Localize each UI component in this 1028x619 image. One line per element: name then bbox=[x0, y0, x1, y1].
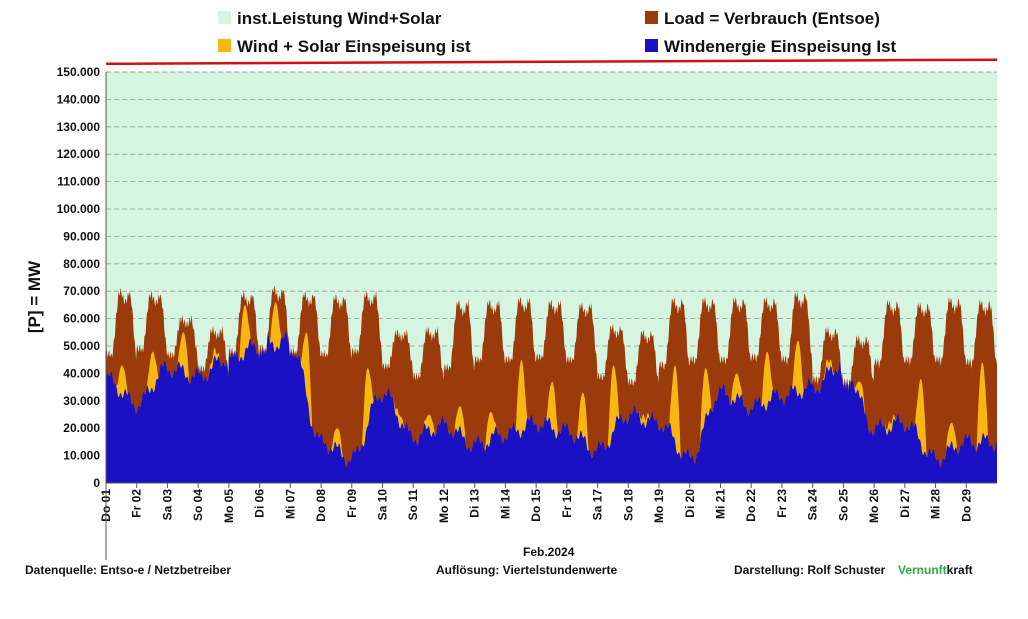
x-axis-title: Feb.2024 bbox=[523, 545, 575, 559]
y-axis-ticks: 0 10.000 20.000 30.000 40.000 50.000 60.000 70.… bbox=[57, 65, 101, 490]
footer-source: Datenquelle: Entso-e / Netzbetreiber bbox=[25, 563, 232, 577]
y-tick-label: 60.000 bbox=[63, 312, 100, 326]
footer-brand-black: kraft bbox=[946, 563, 973, 577]
x-tick-label: Di 20 bbox=[683, 489, 697, 518]
legend: inst.Leistung Wind+Solar Load = Verbrauc… bbox=[218, 9, 897, 56]
x-tick-label: Di 13 bbox=[468, 489, 482, 518]
legend-swatch-wind-solar bbox=[218, 39, 231, 52]
x-tick-label: Sa 24 bbox=[806, 489, 820, 521]
footer-credit: Darstellung: Rolf Schuster bbox=[734, 563, 886, 577]
footer-resolution: Auflösung: Viertelstundenwerte bbox=[436, 563, 618, 577]
legend-label-load: Load = Verbrauch (Entsoe) bbox=[664, 9, 880, 28]
x-tick-label: Mi 07 bbox=[283, 489, 297, 519]
series-installed-line bbox=[105, 58, 998, 66]
x-tick-label: Fr 23 bbox=[775, 489, 789, 518]
x-tick-label: Fr 09 bbox=[345, 489, 359, 518]
legend-label-wind-solar: Wind + Solar Einspeisung ist bbox=[237, 37, 471, 56]
legend-label-installed: inst.Leistung Wind+Solar bbox=[237, 9, 442, 28]
x-tick-label: So 25 bbox=[836, 489, 850, 521]
y-tick-label: 120.000 bbox=[57, 147, 101, 161]
footer-brand: Vernunftkraft bbox=[898, 563, 973, 577]
legend-swatch-load bbox=[645, 11, 658, 24]
x-tick-label: Do 29 bbox=[959, 489, 973, 522]
x-tick-label: Mo 26 bbox=[867, 489, 881, 523]
footer-brand-green: Vernunft bbox=[898, 563, 947, 577]
x-tick-label: Mi 21 bbox=[714, 489, 728, 519]
x-tick-label: Mo 05 bbox=[222, 489, 236, 523]
x-tick-label: Mi 14 bbox=[498, 489, 512, 519]
y-tick-label: 140.000 bbox=[57, 92, 101, 106]
y-tick-label: 30.000 bbox=[63, 394, 100, 408]
legend-swatch-installed bbox=[218, 11, 231, 24]
y-tick-label: 90.000 bbox=[63, 229, 100, 243]
x-tick-label: Mi 28 bbox=[929, 489, 943, 519]
x-tick-label: Fr 16 bbox=[560, 489, 574, 518]
x-tick-label: Di 06 bbox=[253, 489, 267, 518]
x-tick-label: Di 27 bbox=[898, 489, 912, 518]
x-tick-label: Fr 02 bbox=[130, 489, 144, 518]
y-tick-label: 40.000 bbox=[63, 366, 100, 380]
x-tick-label: Do 08 bbox=[314, 489, 328, 522]
y-tick-label: 130.000 bbox=[57, 120, 101, 134]
x-tick-label: Sa 10 bbox=[376, 489, 390, 521]
x-tick-label: So 11 bbox=[406, 489, 420, 521]
y-tick-label: 10.000 bbox=[63, 449, 100, 463]
y-tick-label: 100.000 bbox=[57, 202, 101, 216]
x-tick-label: Do 15 bbox=[529, 489, 543, 522]
x-tick-label: Mo 19 bbox=[652, 489, 666, 523]
x-tick-label: Mo 12 bbox=[437, 489, 451, 523]
y-tick-label: 0 bbox=[93, 476, 100, 490]
x-tick-label: Sa 17 bbox=[591, 489, 605, 521]
y-tick-label: 80.000 bbox=[63, 257, 100, 271]
x-tick-label: Sa 03 bbox=[160, 489, 174, 521]
legend-label-wind: Windenergie Einspeisung Ist bbox=[664, 37, 897, 56]
y-tick-label: 70.000 bbox=[63, 284, 100, 298]
legend-swatch-wind bbox=[645, 39, 658, 52]
y-tick-label: 110.000 bbox=[57, 175, 100, 189]
y-tick-label: 50.000 bbox=[63, 339, 100, 353]
x-tick-label: So 18 bbox=[621, 489, 635, 521]
x-tick-label: So 04 bbox=[191, 489, 205, 521]
x-tick-label: Do 22 bbox=[744, 489, 758, 522]
y-tick-label: 150.000 bbox=[57, 65, 101, 79]
y-tick-label: 20.000 bbox=[63, 421, 100, 435]
series-wind-area bbox=[106, 330, 997, 483]
x-axis-ticks: Do 01 Fr 02 Sa 03 So 04 Mo 05 Di 06 Mi 07 Do 08… bbox=[99, 483, 973, 523]
y-axis-title: [P] = MW bbox=[25, 260, 44, 333]
